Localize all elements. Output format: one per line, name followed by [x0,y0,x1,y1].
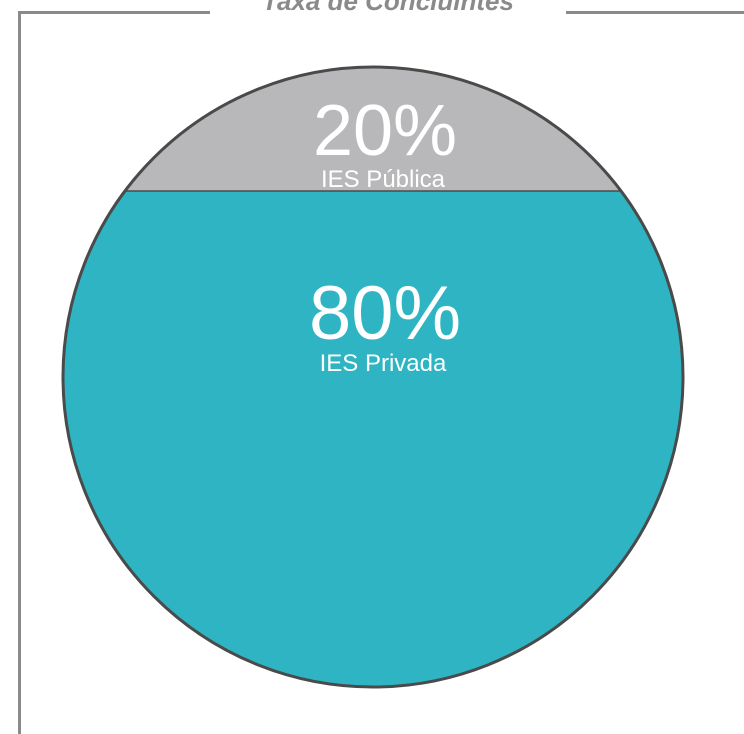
slice-value-label-2: 80% [309,271,461,356]
pie-outline [61,65,685,689]
slice-category-label-2: IES Privada [320,350,447,377]
pie-slice-2 [63,191,683,687]
frame-top-left-border [18,11,210,14]
frame-left-border [18,11,21,734]
frame-top-right-border [566,11,744,14]
chart-title: Taxa de Concluintes [262,0,514,16]
slice-category-label-1: IES Pública [321,166,446,193]
slice-value-label-1: 20% [313,91,457,171]
